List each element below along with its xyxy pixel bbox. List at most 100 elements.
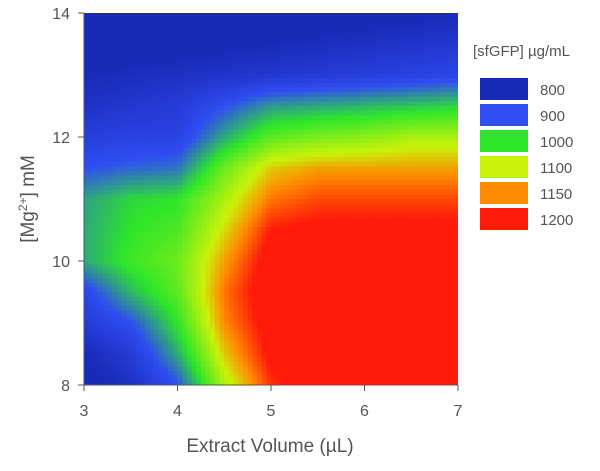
heatmap-cell [439,50,445,56]
heatmap-cell [219,212,225,219]
heatmap-cell [210,36,216,42]
heatmap-cell [271,185,277,191]
heatmap-cell [439,278,445,284]
heatmap-cell [224,64,230,70]
heatmap-cell [289,264,295,270]
heatmap-cell [378,64,384,70]
heatmap-cell [317,133,324,140]
heatmap-cell [214,208,221,214]
heatmap-cell [383,212,389,219]
heatmap-cell [439,254,445,261]
heatmap-cell [275,73,281,79]
heatmap-cell [369,124,375,130]
heatmap-cell [280,259,286,265]
heatmap-cell [261,157,267,163]
heatmap-cell [411,22,417,28]
heatmap-cell [397,175,403,181]
heatmap-cell [322,152,328,158]
heatmap-cell [327,278,333,284]
heatmap-cell [126,133,132,140]
heatmap-cell [177,222,183,228]
heatmap-cell [383,82,389,88]
heatmap-cell [406,31,412,37]
heatmap-cell [163,296,169,302]
heatmap-cell [327,92,333,98]
heatmap-cell [126,226,132,233]
heatmap-cell [247,161,253,168]
heatmap-cell [313,119,319,126]
heatmap-cell [205,129,211,135]
heatmap-cell [228,212,235,219]
heatmap-cell [289,278,295,284]
heatmap-cell [210,175,216,181]
heatmap-cell [350,110,356,116]
heatmap-cell [322,217,328,223]
heatmap-cell [98,152,104,158]
heatmap-cell [177,180,183,186]
heatmap-cell [163,36,169,42]
heatmap-cell [327,59,333,65]
heatmap-cell [359,13,366,19]
heatmap-cell [392,138,398,144]
heatmap-cell [285,78,291,84]
heatmap-cell [84,22,90,28]
heatmap-cell [252,296,258,302]
heatmap-cell [196,73,202,79]
heatmap-cell [233,101,239,107]
heatmap-cell [336,50,342,56]
heatmap-cell [98,171,104,177]
heatmap-cell [121,147,127,154]
heatmap-cell [271,59,277,65]
heatmap-cell [116,236,122,242]
heatmap-cell [93,138,99,144]
heatmap-cell [154,245,160,251]
heatmap-cell [256,133,263,140]
heatmap-cell [256,73,263,79]
heatmap-cell [144,78,151,84]
heatmap-cell [224,124,230,130]
heatmap-cell [126,36,132,42]
heatmap-cell [98,250,104,256]
heatmap-cell [299,101,305,107]
heatmap-cell [345,82,352,88]
heatmap-cell [158,13,165,19]
heatmap-cell [448,166,454,172]
heatmap-cell [214,292,221,298]
heatmap-cell [126,175,132,181]
heatmap-cell [196,259,202,265]
heatmap-cell [294,185,300,191]
heatmap-cell [214,222,221,228]
heatmap-cell [261,31,267,37]
heatmap-cell [261,143,267,149]
heatmap-cell [205,189,211,195]
heatmap-cell [397,278,403,284]
heatmap-cell [350,222,356,228]
heatmap-cell [177,212,183,219]
heatmap-cell [191,189,197,195]
heatmap-cell [200,254,207,261]
heatmap-cell [294,161,300,168]
heatmap-cell [186,217,193,223]
heatmap-cell [233,143,239,149]
heatmap-cell [196,236,202,242]
heatmap-cell [182,222,188,228]
heatmap-cell [205,101,211,107]
heatmap-cell [299,31,305,37]
heatmap-cell [177,147,183,154]
heatmap-cell [425,22,431,28]
heatmap-cell [355,189,361,195]
heatmap-cell [289,203,295,209]
heatmap-cell [177,250,183,256]
heatmap-cell [233,189,239,195]
heatmap-cell [261,268,267,274]
heatmap-cell [303,236,309,242]
heatmap-cell [242,147,249,154]
heatmap-cell [280,287,286,293]
heatmap-cell [177,40,183,47]
heatmap-cell [102,64,108,70]
heatmap-cell [289,161,295,168]
heatmap-cell [359,240,366,247]
heatmap-cell [252,157,258,163]
heatmap-cell [252,26,258,33]
heatmap-cell [107,26,113,33]
